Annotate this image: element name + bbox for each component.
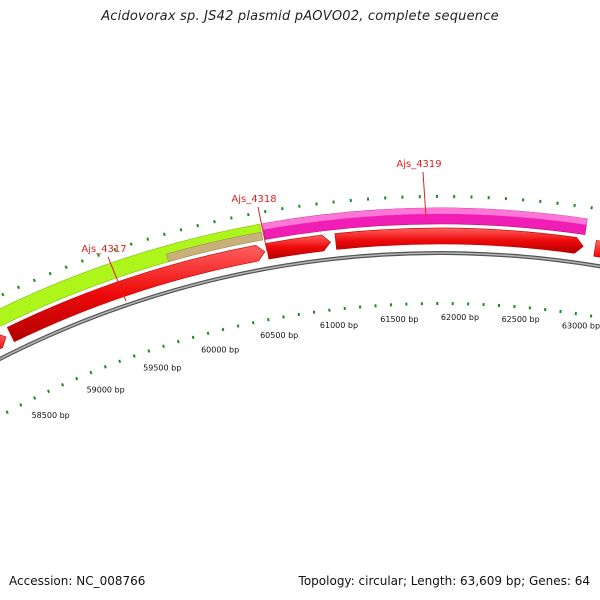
bp-label: 60000 bp: [201, 345, 239, 354]
gene-label-leader: [422, 171, 427, 218]
inner-tick: [89, 370, 93, 375]
gene-label: Ajs_4317: [81, 244, 126, 255]
plasmid-backbone: [0, 251, 600, 362]
outer-tick: [97, 253, 100, 257]
outer-tick: [16, 285, 21, 290]
inner-tick: [267, 318, 270, 322]
outer-tick: [264, 209, 267, 214]
gene-track: [0, 207, 600, 350]
gene-ajs4319-highlight: [262, 207, 588, 230]
gene-arrow-red: [334, 227, 584, 254]
outer-tick: [196, 223, 200, 228]
inner-tick: [191, 335, 195, 340]
outer-tick: [80, 259, 84, 263]
bp-label: 59000 bp: [87, 385, 125, 394]
gene-labels: Ajs_4317 Ajs_4318 Ajs_4319: [81, 159, 442, 302]
gene-arrow-red: [0, 334, 7, 350]
bp-label: 60500 bp: [260, 331, 298, 340]
bp-label: 62000 bp: [441, 313, 479, 322]
inner-tick: [236, 324, 240, 328]
outer-tick: [247, 212, 250, 217]
inner-tick: [251, 321, 255, 325]
inner-tick: [206, 331, 210, 336]
bp-label: 61500 bp: [380, 315, 418, 324]
outer-tick: [113, 247, 117, 252]
inner-tick: [61, 383, 65, 387]
inner-tick: [118, 359, 122, 364]
gene-ajs4318: [166, 231, 263, 263]
inner-tick: [103, 365, 107, 369]
bp-label: 62500 bp: [502, 315, 540, 324]
inner-tick: [75, 376, 79, 381]
outer-tick-ring: [1, 195, 593, 297]
gene-arrow-red: [265, 234, 331, 260]
outer-tick: [32, 278, 36, 283]
inner-tick: [147, 349, 151, 353]
inner-tick: [282, 315, 285, 319]
inner-tick-ring: [5, 302, 593, 414]
inner-tick: [47, 389, 51, 394]
outer-tick: [146, 237, 150, 241]
inner-tick: [176, 339, 180, 344]
gene-arrow-red: [6, 244, 266, 343]
map-title: Acidovorax sp. JS42 plasmid pAOVO02, com…: [101, 9, 499, 24]
inner-tick: [132, 354, 136, 358]
outer-tick: [179, 228, 183, 232]
inner-tick: [5, 410, 9, 414]
inner-tick: [19, 403, 23, 407]
bp-scale-labels: 58500 bp 59000 bp 59500 bp 60000 bp 60500 bp…: [32, 313, 600, 420]
outer-tick: [64, 265, 68, 269]
bp-label: 59500 bp: [143, 363, 181, 372]
backbone-highlight: [0, 252, 600, 360]
outer-tick: [48, 271, 52, 276]
outer-tick: [129, 242, 133, 246]
outer-tick: [213, 219, 216, 224]
gene-label-leader: [107, 256, 127, 302]
outer-tick: [1, 292, 5, 297]
inner-tick: [221, 327, 225, 332]
gene-label-leader: [257, 206, 268, 252]
inner-tick: [162, 344, 165, 348]
bp-label: 61000 bp: [320, 321, 358, 330]
inner-tick: [33, 396, 37, 400]
bp-label: 63000 bp: [562, 321, 600, 330]
outer-tick: [230, 216, 233, 220]
topology-length-genes-text: Topology: circular; Length: 63,609 bp; G…: [298, 574, 590, 588]
gene-label: Ajs_4319: [396, 159, 441, 170]
bp-label: 58500 bp: [32, 411, 70, 420]
gene-label: Ajs_4318: [231, 194, 276, 205]
accession-text: Accession: NC_008766: [9, 574, 146, 588]
gene-arrow-red: [593, 240, 600, 258]
outer-tick: [162, 232, 166, 237]
